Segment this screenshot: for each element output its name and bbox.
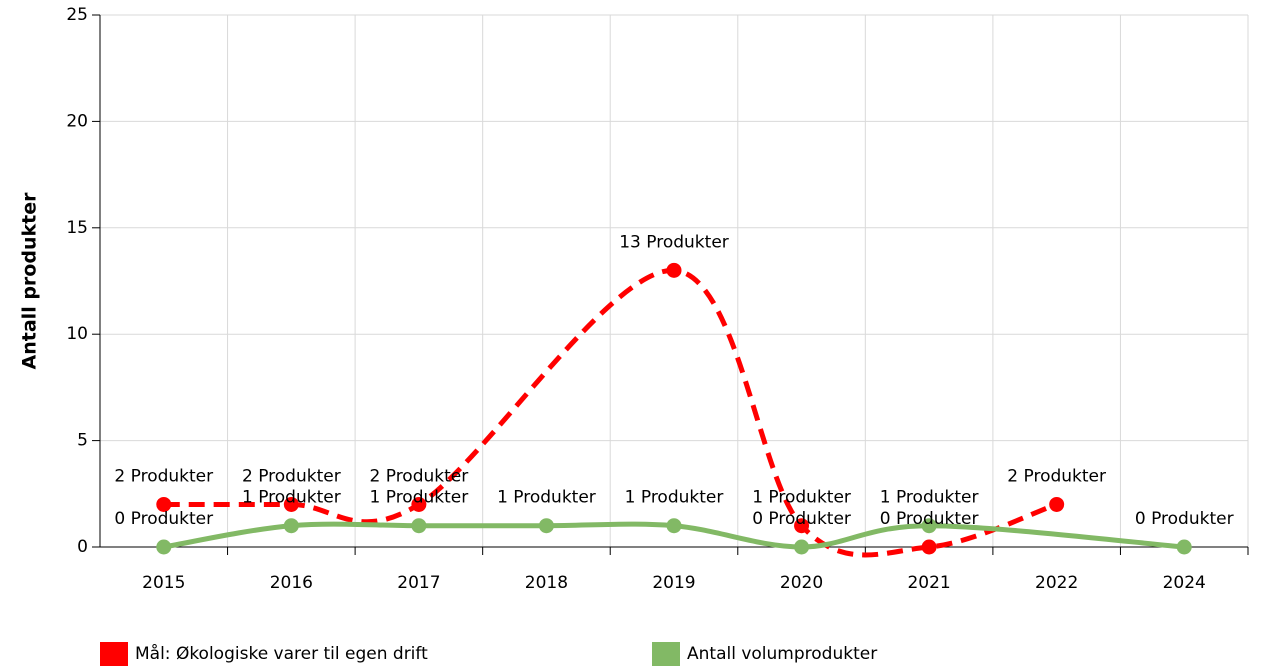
data-label: 2 Produkter bbox=[114, 466, 213, 486]
point bbox=[794, 539, 810, 555]
series-line bbox=[163, 521, 1185, 550]
point bbox=[411, 518, 427, 534]
x-tick-label: 2018 bbox=[525, 573, 568, 593]
data-label: 1 Produkter bbox=[242, 488, 341, 508]
y-tick-label: 5 bbox=[77, 431, 88, 451]
point bbox=[283, 496, 299, 512]
point bbox=[156, 496, 172, 512]
data-label: 2 Produkter bbox=[370, 466, 469, 486]
point bbox=[666, 518, 682, 534]
data-label: 0 Produkter bbox=[752, 509, 851, 529]
point bbox=[411, 496, 427, 512]
point bbox=[794, 518, 810, 534]
point bbox=[1176, 539, 1192, 555]
legend-swatch bbox=[100, 642, 128, 666]
point bbox=[921, 539, 937, 555]
x-tick-label: 2019 bbox=[652, 573, 695, 593]
data-label: 1 Produkter bbox=[752, 488, 851, 508]
point bbox=[666, 262, 682, 278]
x-tick-label: 2017 bbox=[397, 573, 440, 593]
data-label: 0 Produkter bbox=[880, 509, 979, 529]
x-tick-label: 2020 bbox=[780, 573, 823, 593]
data-label: 0 Produkter bbox=[1135, 509, 1234, 529]
point bbox=[156, 539, 172, 555]
data-label: 1 Produkter bbox=[625, 488, 724, 508]
data-label: 1 Produkter bbox=[497, 488, 596, 508]
x-tick-label: 2022 bbox=[1035, 573, 1078, 593]
y-tick-label: 0 bbox=[77, 537, 88, 557]
data-label: 2 Produkter bbox=[242, 466, 341, 486]
data-label: 1 Produkter bbox=[880, 488, 979, 508]
y-tick-label: 15 bbox=[66, 218, 88, 238]
legend-swatch bbox=[652, 642, 680, 666]
data-label: 0 Produkter bbox=[114, 509, 213, 529]
y-tick-label: 20 bbox=[66, 111, 88, 131]
legend-label: Mål: Økologiske varer til egen drift bbox=[135, 643, 428, 664]
point bbox=[283, 518, 299, 534]
x-tick-label: 2015 bbox=[142, 573, 185, 593]
y-axis-title: Antall produkter bbox=[19, 192, 41, 370]
y-tick-label: 10 bbox=[66, 324, 88, 344]
x-tick-label: 2024 bbox=[1163, 573, 1206, 593]
data-label: 13 Produkter bbox=[619, 232, 729, 252]
point bbox=[1049, 496, 1065, 512]
x-tick-label: 2021 bbox=[907, 573, 950, 593]
x-tick-label: 2016 bbox=[270, 573, 313, 593]
legend-label: Antall volumprodukter bbox=[687, 644, 877, 664]
data-label: 2 Produkter bbox=[1007, 466, 1106, 486]
data-label: 1 Produkter bbox=[370, 488, 469, 508]
point bbox=[538, 518, 554, 534]
y-tick-label: 25 bbox=[66, 5, 88, 25]
point bbox=[921, 518, 937, 534]
